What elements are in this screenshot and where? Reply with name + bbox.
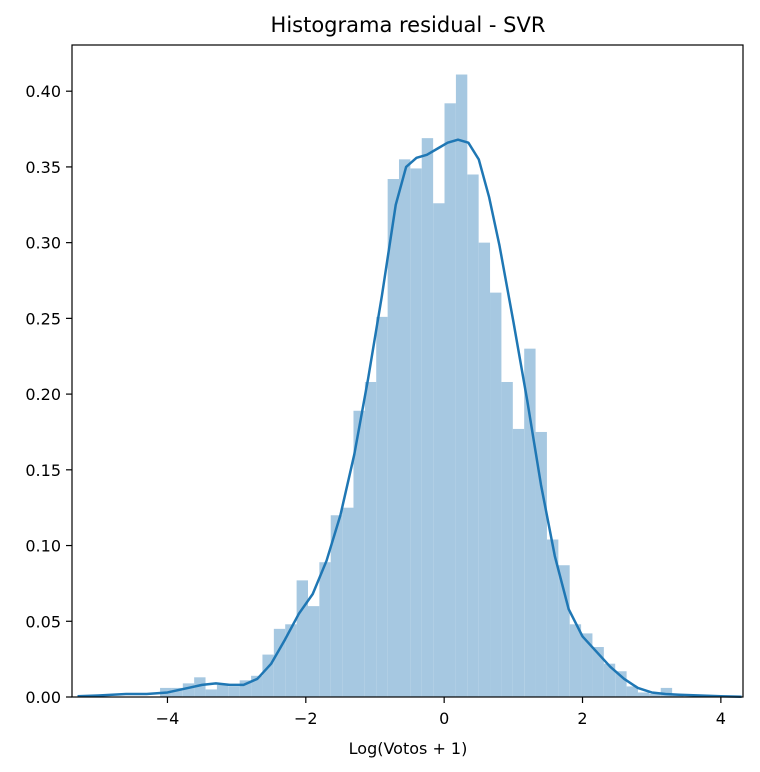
histogram-bar <box>467 174 479 698</box>
histogram-bar <box>501 381 513 697</box>
histogram-bar <box>330 515 343 697</box>
x-axis: −4 −2 0 2 4 <box>156 697 726 728</box>
histogram-bar <box>319 562 331 697</box>
histogram-bar <box>410 168 422 697</box>
x-axis-label: Log(Votos + 1) <box>349 739 468 758</box>
histogram-bar <box>262 654 274 697</box>
histogram-bar <box>353 410 365 697</box>
histogram-bar <box>581 633 593 697</box>
histogram-bar <box>455 74 468 697</box>
chart-title: Histograma residual - SVR <box>271 13 546 37</box>
y-tick-label: 0.05 <box>25 612 61 631</box>
y-tick-label: 0.00 <box>25 688 61 707</box>
histogram-bar <box>171 687 183 697</box>
histogram-bar <box>387 179 400 697</box>
histogram-bar <box>490 292 502 697</box>
histogram-bar <box>205 689 217 697</box>
y-tick-label: 0.25 <box>25 309 61 328</box>
y-tick-label: 0.10 <box>25 537 61 556</box>
histogram-bar <box>649 693 661 697</box>
x-tick-label: 0 <box>439 709 449 728</box>
histogram-bar <box>296 580 308 697</box>
plot-frame <box>71 44 744 698</box>
histogram-bar <box>251 675 263 697</box>
histogram-bar <box>535 431 547 697</box>
histogram-bar <box>376 316 388 697</box>
histogram-bar <box>239 680 252 697</box>
y-tick-label: 0.40 <box>25 82 61 101</box>
histogram-bar <box>194 677 206 697</box>
histogram-bar <box>637 692 650 697</box>
histogram-bar <box>478 242 491 697</box>
x-tick-label: −2 <box>294 709 318 728</box>
y-tick-label: 0.35 <box>25 158 61 177</box>
kde-density-line <box>77 138 742 698</box>
y-axis: 0.00 0.05 0.10 0.15 0.20 0.25 0.30 0.35 0.40 <box>25 82 72 707</box>
histogram-bar <box>364 381 377 697</box>
histogram-bar <box>398 159 411 698</box>
histogram-bar <box>626 686 638 697</box>
histogram-bar <box>285 624 297 697</box>
histogram-bar <box>546 539 559 697</box>
histogram-bar <box>444 103 456 697</box>
histogram-bar <box>342 507 354 697</box>
histogram-bar <box>512 428 525 697</box>
histogram-bar <box>660 687 673 697</box>
histogram-bar <box>216 684 229 697</box>
histogram-bar <box>421 138 434 697</box>
histogram-bar <box>524 348 536 697</box>
histogram-bar <box>182 683 195 697</box>
histogram-bar <box>273 628 286 697</box>
histogram-bar <box>558 565 570 697</box>
histogram-bar <box>615 671 627 697</box>
histogram-bar <box>603 663 616 697</box>
histogram-bar <box>433 203 445 697</box>
y-tick-label: 0.20 <box>25 385 61 404</box>
histogram-bar <box>592 647 604 697</box>
y-tick-label: 0.30 <box>25 234 61 253</box>
histogram-bars <box>160 74 684 698</box>
x-tick-label: 4 <box>716 709 726 728</box>
x-tick-label: 2 <box>577 709 587 728</box>
histogram-bar <box>228 686 240 697</box>
histogram-bar <box>569 624 582 697</box>
x-tick-label: −4 <box>156 709 180 728</box>
y-tick-label: 0.15 <box>25 461 61 480</box>
histogram-bar <box>307 606 320 697</box>
